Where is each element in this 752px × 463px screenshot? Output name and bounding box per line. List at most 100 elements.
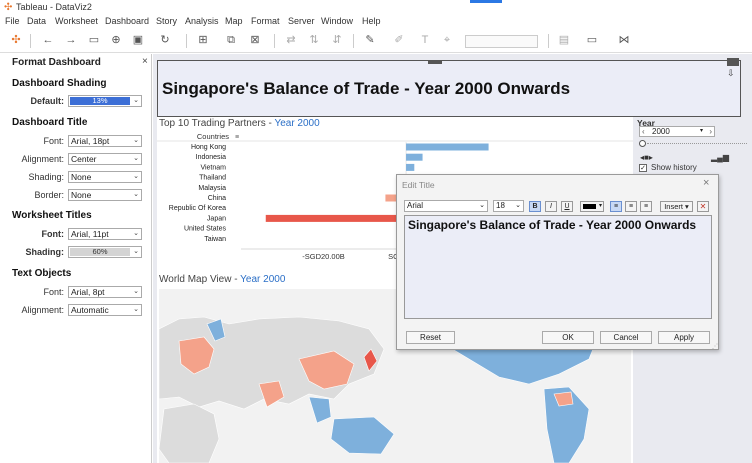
show-cards-icon[interactable]: ▤ [558, 34, 570, 46]
window-title: Tableau - DataViz2 [16, 2, 92, 12]
category-label: Japan [207, 215, 226, 222]
title-font-dropdown[interactable]: Arial, 18pt ⌄ [68, 135, 142, 147]
year-dropdown[interactable]: ‹ 2000 ▾ › [639, 126, 715, 137]
playback-controls-icon[interactable]: ◂■▸ [640, 153, 653, 162]
tableau-start-icon[interactable]: ✣ [11, 34, 21, 46]
close-icon[interactable]: × [142, 56, 148, 67]
container-handle[interactable] [727, 58, 739, 66]
underline-button[interactable]: U [561, 201, 573, 212]
dialog-font-dropdown[interactable]: Arial ⌄ [404, 200, 488, 212]
menu-analysis[interactable]: Analysis [185, 16, 219, 26]
bold-button[interactable]: B [529, 201, 541, 212]
apply-button[interactable]: Apply [658, 331, 710, 344]
map-southeast-asia [308, 396, 332, 424]
undo-icon[interactable]: ← [42, 34, 54, 46]
insert-dropdown[interactable]: Insert ▾ [660, 201, 693, 212]
align-center-icon[interactable]: ≡ [625, 201, 637, 212]
ws-font-dropdown[interactable]: Arial, 11pt ⌄ [68, 228, 142, 240]
drag-handle[interactable] [428, 60, 442, 64]
presentation-mode-icon[interactable]: ▭ [586, 34, 598, 46]
ws-shading-swatch: 60% [70, 248, 130, 256]
menu-format[interactable]: Format [251, 16, 280, 26]
reset-button[interactable]: Reset [406, 331, 455, 344]
ws-shading-dropdown[interactable]: 60% ⌄ [68, 246, 142, 258]
sort-desc-icon[interactable]: ⇵ [332, 34, 342, 46]
map-country-negative [553, 391, 574, 407]
section-worksheet-titles: Worksheet Titles [12, 210, 92, 221]
dialog-title: Edit Title [402, 180, 435, 190]
show-history-checkbox[interactable]: ✓ [639, 164, 647, 172]
new-datasource-icon[interactable]: ⊕ [111, 34, 121, 46]
save-icon[interactable]: ▭ [88, 34, 100, 46]
year-value: 2000 [652, 127, 670, 136]
italic-button[interactable]: I [545, 201, 557, 212]
redo-icon[interactable]: → [65, 34, 77, 46]
menu-story[interactable]: Story [156, 16, 178, 26]
map-country-negative [258, 380, 285, 408]
title-border-dropdown[interactable]: None ⌄ [68, 189, 142, 201]
fit-dropdown[interactable] [465, 35, 538, 48]
highlight-icon[interactable]: ✎ [365, 34, 375, 46]
label-ws-shading: Shading: [25, 247, 65, 257]
menu-map[interactable]: Map [225, 16, 243, 26]
menu-server[interactable]: Server [288, 16, 315, 26]
pin-icon[interactable]: ⌖ [443, 34, 451, 46]
next-icon[interactable]: › [709, 127, 712, 136]
toolbar-separator [186, 34, 187, 48]
menu-help[interactable]: Help [362, 16, 381, 26]
refresh-icon[interactable]: ↻ [160, 34, 170, 46]
resize-grip-icon[interactable]: ⋰ [712, 344, 718, 350]
format-pane: Format Dashboard × Dashboard Shading Def… [0, 54, 152, 463]
dialog-size-dropdown[interactable]: 18 ⌄ [493, 200, 524, 212]
category-label: China [208, 195, 226, 202]
cancel-button[interactable]: Cancel [600, 331, 652, 344]
dialog-size-value: 18 [496, 201, 505, 210]
worksheet-title-world-map: World Map View - Year 2000 [159, 274, 285, 285]
sort-asc-icon[interactable]: ⇅ [309, 34, 319, 46]
duplicate-icon[interactable]: ⧉ [227, 34, 235, 46]
chevron-down-icon: ▾ [598, 203, 602, 209]
menu-worksheet[interactable]: Worksheet [55, 16, 98, 26]
text-alignment-dropdown[interactable]: Automatic ⌄ [68, 304, 142, 316]
tableau-logo-icon: ✣ [4, 2, 13, 13]
dashboard-title-container[interactable]: Singapore's Balance of Trade - Year 2000… [157, 60, 741, 117]
group-icon[interactable]: ✐ [394, 34, 404, 46]
align-left-icon[interactable]: ≡ [610, 201, 622, 212]
slider-track[interactable] [647, 143, 747, 144]
category-label: Indonesia [196, 154, 226, 161]
map-africa [159, 403, 220, 463]
ws1-title-text: Top 10 Trading Partners - [159, 118, 275, 129]
menu-file[interactable]: File [5, 16, 20, 26]
text-color-picker[interactable]: ▾ [580, 201, 604, 212]
text-font-dropdown[interactable]: Arial, 8pt ⌄ [68, 286, 142, 298]
new-worksheet-icon[interactable]: ⊞ [198, 34, 208, 46]
map-country-positive [206, 318, 226, 342]
map-china [298, 350, 355, 390]
slider-handle[interactable] [639, 140, 646, 147]
edit-title-dialog: Edit Title × Arial ⌄ 18 ⌄ B I U ▾ ≡ ≡ ≡ In… [396, 174, 719, 350]
title-text-editor[interactable]: Singapore's Balance of Trade - Year 2000… [404, 215, 712, 319]
prev-icon[interactable]: ‹ [642, 127, 645, 136]
menu-data[interactable]: Data [27, 16, 47, 26]
label-icon[interactable]: T [421, 34, 429, 46]
toolbar-separator [353, 34, 354, 48]
label-default: Default: [30, 96, 65, 106]
clear-format-icon[interactable]: ✕ [697, 201, 709, 212]
ok-button[interactable]: OK [542, 331, 594, 344]
share-icon[interactable]: ⋈ [618, 34, 630, 46]
align-right-icon[interactable]: ≡ [640, 201, 652, 212]
menu-dashboard[interactable]: Dashboard [105, 16, 150, 26]
label-shading: Shading: [28, 172, 64, 182]
title-alignment-dropdown[interactable]: Center ⌄ [68, 153, 142, 165]
speed-icon[interactable]: ▂▄▆ [711, 153, 729, 162]
pin-icon[interactable]: ⇩ [727, 68, 735, 78]
new-sheet-icon[interactable]: ▣ [132, 34, 144, 46]
dialog-close-icon[interactable]: × [703, 177, 710, 189]
title-shading-dropdown[interactable]: None ⌄ [68, 171, 142, 183]
menu-window[interactable]: Window [321, 16, 354, 26]
chevron-down-icon: ⌄ [479, 202, 485, 209]
swap-icon[interactable]: ⇄ [286, 34, 296, 46]
shading-default-dropdown[interactable]: 13% ⌄ [68, 95, 142, 107]
clear-sheet-icon[interactable]: ⊠ [250, 34, 260, 46]
label-font: Font: [43, 136, 64, 146]
